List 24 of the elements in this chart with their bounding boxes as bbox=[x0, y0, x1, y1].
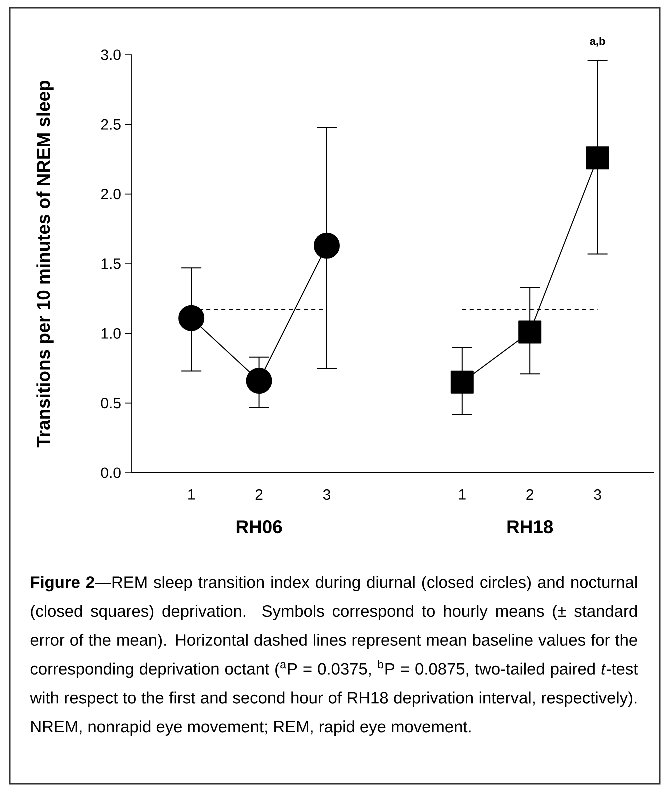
y-tick-label: 2.0 bbox=[101, 189, 121, 200]
x-tick-label: 2 bbox=[256, 490, 263, 500]
y-tick-label: 3.0 bbox=[101, 50, 121, 60]
y-tick-label: 1.0 bbox=[102, 328, 121, 339]
text: RH18 bbox=[508, 520, 554, 534]
point bbox=[246, 368, 272, 394]
point bbox=[518, 320, 542, 344]
y-axis-title: Transitions per 10 minutes of NREM sleep bbox=[36, 80, 54, 448]
y-tick-label: 1.5 bbox=[102, 258, 121, 270]
text: Figure 2—REM sleep transition index during diurnal (closed circles) and nocturnal (closed squares) deprivation. Symbols correspond to hourly means (± standard error of the mean). Horizontal dashed lines represent mean baseline values for the corresponding deprivation octant ($^{a}$P = 0.0375, $^{b}$P = 0.0875, two-tailed paired t-test with respect to the first and second hour of RH18 deprivation interval, respectively). NREM, nonrapid eye movement; REM, rapid eye movement. bbox=[30, 576, 638, 736]
y-tick-label: 0.5 bbox=[101, 398, 121, 409]
text: RH06 bbox=[236, 520, 282, 534]
point bbox=[314, 232, 340, 259]
point bbox=[450, 370, 474, 394]
x-tick-label: 1 bbox=[459, 490, 466, 500]
y-tick-label: 0.0 bbox=[101, 468, 121, 478]
y-tick-label: 2.5 bbox=[101, 119, 121, 130]
x-tick-label: 1 bbox=[188, 490, 195, 500]
x-tick-label: 2 bbox=[526, 490, 534, 500]
point bbox=[178, 305, 205, 332]
x-tick-label: 3 bbox=[594, 490, 602, 500]
text: a,b bbox=[590, 37, 606, 47]
x-tick-label: 3 bbox=[323, 490, 330, 500]
point bbox=[586, 146, 610, 170]
